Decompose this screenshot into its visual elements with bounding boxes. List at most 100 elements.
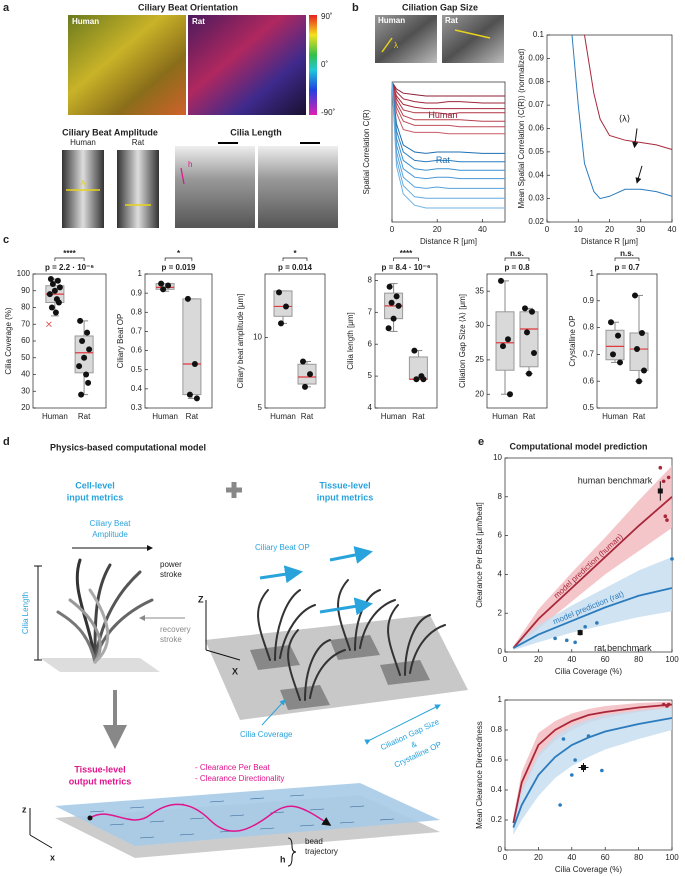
box	[182, 298, 202, 396]
series-line	[391, 81, 505, 163]
data-point	[507, 391, 513, 398]
y-tick-label: 5	[368, 371, 373, 380]
data-point	[617, 359, 623, 366]
data-point	[663, 514, 668, 518]
x-tick-label: 10	[574, 225, 583, 234]
y-tick-label: 30	[21, 386, 30, 395]
series-line	[391, 81, 505, 110]
y-tick-label: 0.6	[491, 755, 503, 764]
x-axis-label: Distance R [μm]	[581, 237, 638, 246]
data-point	[639, 329, 645, 336]
arrow	[329, 546, 373, 564]
x-axis-label: Cilia Coverage (%)	[555, 667, 622, 676]
y-tick-label: 30	[475, 321, 484, 330]
image-label: Rat	[192, 17, 205, 26]
data-point	[600, 768, 604, 773]
heading: input metrics	[67, 492, 124, 502]
series-line	[391, 81, 505, 122]
arrow	[261, 699, 286, 726]
y-axis-label: Mean Spatial Correlation ⟨C(R)⟩ (normali…	[517, 48, 526, 208]
y-axis-label: Cilia length [μm]	[346, 312, 355, 370]
axis-letter: Z	[198, 594, 204, 604]
series-line	[391, 81, 505, 189]
x-tick-label: Rat	[523, 412, 536, 421]
data-point	[51, 287, 58, 294]
marker-label: h	[188, 160, 192, 169]
image-label: Rat	[445, 16, 458, 25]
bead	[87, 815, 93, 821]
y-tick-label: 60	[21, 336, 30, 345]
gap-marker	[454, 29, 491, 39]
label: trajectory	[305, 847, 338, 856]
y-tick-label: 0.5	[583, 403, 595, 412]
plot-frame	[596, 273, 658, 409]
label: - Clearance Per Beat	[195, 763, 270, 772]
heading: Tissue-level	[74, 764, 125, 774]
data-point	[608, 319, 614, 326]
data-point	[158, 280, 165, 287]
data-point	[388, 299, 395, 306]
label: recovery	[160, 625, 191, 634]
confidence-band	[513, 556, 672, 651]
significance-stars: n.s.	[510, 249, 524, 258]
data-point	[411, 347, 418, 354]
data-point	[81, 354, 88, 361]
data-point	[193, 395, 200, 402]
y-tick-label: 5	[258, 403, 263, 412]
data-point	[79, 338, 86, 344]
image	[62, 150, 104, 228]
colorbar-label: -90˚	[321, 108, 336, 117]
x-tick-label: 20	[433, 225, 442, 234]
y-tick-label: 50	[21, 353, 30, 362]
image	[442, 15, 504, 63]
arrow	[319, 597, 373, 616]
label: &	[410, 739, 419, 750]
x-axis-label: Cilia Coverage (%)	[555, 865, 622, 874]
image	[117, 150, 159, 228]
y-tick-label: 0.09	[528, 53, 544, 62]
y-tick-label: 0.02	[528, 217, 544, 226]
marker-label: λ	[394, 41, 398, 50]
x-tick-label: Human	[42, 412, 68, 421]
data-point	[666, 702, 671, 707]
y-tick-label: 0.5	[131, 365, 143, 374]
box	[629, 332, 649, 371]
y-tick-label: 0.8	[131, 307, 143, 316]
label: Ciliary Beat OP	[255, 543, 310, 552]
x-tick-label: Human	[152, 412, 178, 421]
heading: Tissue-level	[319, 480, 370, 490]
x-tick-label: Human	[381, 412, 407, 421]
significance-stars: *	[177, 249, 181, 258]
data-point	[558, 803, 562, 807]
y-axis-label: Crystalline OP	[568, 315, 577, 366]
series-line	[584, 34, 673, 151]
data-point	[77, 317, 84, 324]
panel-letter: b	[352, 2, 359, 14]
y-axis-label: Ciliation Gap Size ⟨λ⟩ [μm]	[458, 294, 467, 388]
y-tick-label: 1	[498, 695, 503, 704]
label: Cilia Length	[21, 592, 30, 634]
p-value: p = 0.8	[504, 263, 530, 272]
series-line	[512, 587, 673, 649]
data-point	[526, 370, 532, 377]
data-point	[278, 320, 284, 327]
annotation: Human	[428, 110, 457, 120]
data-point	[665, 518, 669, 522]
data-point	[573, 640, 577, 645]
benchmark	[577, 630, 583, 636]
y-tick-label: 6	[368, 339, 373, 348]
y-axis-label: Ciliary beat amplitude [μm]	[236, 294, 245, 389]
x-tick-label: 40	[478, 225, 487, 234]
y-tick-label: 0.8	[583, 323, 595, 332]
data-point	[302, 383, 308, 390]
benchmark	[580, 765, 586, 770]
brace	[287, 837, 297, 867]
y-axis-label: Mean Clearance Directedness	[475, 721, 484, 829]
marker-label: A	[80, 179, 86, 188]
data-point	[522, 305, 528, 312]
panel-title: Ciliary Beat Orientation	[138, 2, 238, 12]
colorbar-label: 0˚	[321, 60, 328, 69]
x-tick-label: Rat	[633, 412, 646, 421]
series-line	[512, 717, 673, 828]
